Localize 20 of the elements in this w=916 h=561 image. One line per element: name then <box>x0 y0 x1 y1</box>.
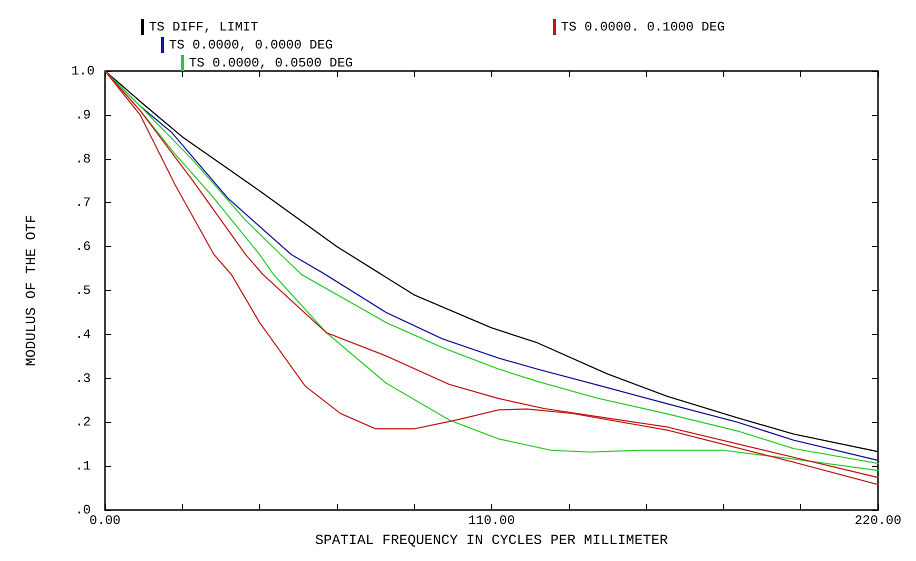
legend-label: TS 0.0000. 0.1000 DEG <box>561 20 725 34</box>
y-tick-label: .6 <box>75 239 91 254</box>
y-tick-label: .4 <box>75 326 91 342</box>
y-tick-label: .3 <box>75 370 91 386</box>
x-tick-label: 220.00 <box>854 513 902 528</box>
y-tick-label: 1.0 <box>71 64 95 78</box>
legend-label: TS 0.0000, 0.0500 DEG <box>189 56 353 70</box>
y-tick-label: .5 <box>75 283 91 298</box>
legend-label: TS 0.0000, 0.0000 DEG <box>169 38 333 52</box>
legend-label: TS DIFF, LIMIT <box>149 20 258 34</box>
y-tick-label: .1 <box>75 458 91 474</box>
y-axis-title: MODULUS OF THE OTF <box>24 214 40 366</box>
x-tick-label: 110.00 <box>468 513 515 528</box>
y-tick-label: .9 <box>75 107 91 122</box>
x-axis-title: SPATIAL FREQUENCY IN CYCLES PER MILLIMETER <box>315 533 669 549</box>
y-tick-label: .0 <box>75 502 91 518</box>
y-tick-label: .7 <box>75 195 91 210</box>
y-tick-label: .2 <box>75 414 91 430</box>
x-tick-label: 0.00 <box>89 513 121 528</box>
y-tick-label: .8 <box>75 151 91 166</box>
